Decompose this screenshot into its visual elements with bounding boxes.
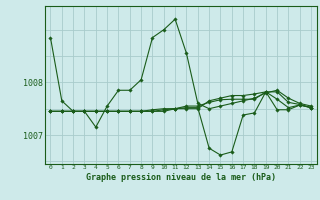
X-axis label: Graphe pression niveau de la mer (hPa): Graphe pression niveau de la mer (hPa): [86, 173, 276, 182]
